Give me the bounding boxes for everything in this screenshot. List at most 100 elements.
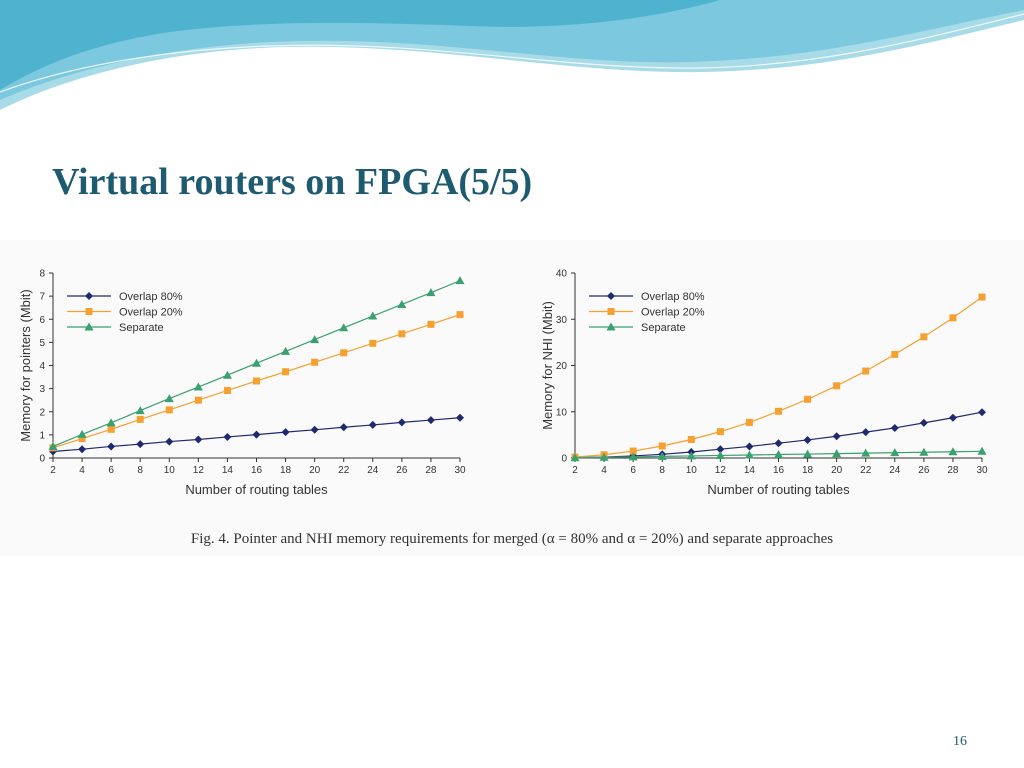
data-point (223, 386, 231, 394)
data-point (978, 408, 986, 417)
x-tick-label: 16 (773, 465, 785, 476)
series-overlap-80- (49, 413, 464, 456)
data-point (833, 382, 841, 390)
data-point (919, 418, 928, 427)
x-axis-label: Number of routing tables (707, 482, 850, 497)
data-point (340, 349, 348, 357)
y-axis-label: Memory for pointers (Mbit) (18, 289, 33, 441)
series-separate (48, 276, 465, 450)
data-point (774, 450, 783, 459)
y-axis-label: Memory for NHI (Mbit) (540, 301, 555, 430)
figure-caption: Fig. 4. Pointer and NHI memory requireme… (190, 531, 834, 547)
x-tick-label: 18 (802, 465, 814, 476)
data-point (252, 358, 261, 367)
x-tick-label: 28 (425, 465, 437, 476)
data-point (281, 346, 291, 355)
legend-label: Separate (641, 322, 686, 334)
data-point (397, 299, 407, 308)
x-tick-label: 26 (918, 465, 930, 476)
data-point (775, 407, 782, 415)
data-point (978, 293, 986, 301)
legend: Overlap 80% Overlap 20% Separate (67, 291, 183, 334)
data-point (716, 445, 725, 454)
x-tick-label: 14 (222, 465, 234, 476)
x-tick-label: 8 (137, 465, 143, 476)
data-point (397, 418, 406, 427)
y-tick-label: 4 (39, 361, 45, 372)
x-tick-label: 2 (50, 465, 56, 476)
y-tick-label: 10 (556, 407, 568, 418)
data-point (339, 323, 349, 332)
data-point (977, 446, 987, 455)
series-separate (570, 446, 987, 462)
y-tick-label: 3 (39, 384, 45, 395)
y-tick-label: 5 (39, 338, 45, 349)
data-point (803, 435, 812, 444)
x-tick-label: 16 (251, 465, 263, 476)
data-point (716, 428, 724, 436)
x-tick-label: 6 (630, 465, 636, 476)
data-point (890, 448, 900, 457)
data-point (745, 418, 753, 426)
x-tick-label: 30 (976, 465, 988, 476)
x-tick-label: 12 (715, 465, 727, 476)
x-tick-label: 20 (309, 465, 321, 476)
data-point (745, 442, 754, 451)
wave-mid (0, 0, 1024, 100)
data-point (890, 423, 899, 432)
data-point (310, 335, 320, 344)
nhi-memory-chart: 2 4 6 8 10 12 14 16 18 20 22 24 26 28 30010203040Numbe… (540, 269, 988, 498)
data-point (861, 448, 871, 457)
legend-label: Overlap 80% (641, 291, 705, 303)
legend-marker (607, 292, 615, 300)
data-point (427, 320, 435, 328)
data-point (165, 406, 173, 414)
x-tick-label: 8 (659, 465, 665, 476)
data-point (310, 425, 319, 434)
y-tick-label: 40 (556, 269, 568, 280)
data-point (368, 311, 378, 320)
data-point (222, 370, 232, 379)
wave-highlight (0, 13, 1024, 93)
data-point (891, 350, 899, 358)
series-line (574, 296, 983, 458)
legend-marker (85, 292, 93, 300)
data-point (629, 447, 637, 455)
x-tick-label: 24 (367, 465, 379, 476)
wave-front (0, 0, 720, 90)
data-point (77, 429, 87, 438)
y-tick-label: 20 (556, 361, 568, 372)
data-point (136, 415, 144, 423)
data-point (281, 428, 290, 437)
series-overlap-20- (571, 293, 986, 461)
data-point (368, 420, 377, 429)
data-point (948, 447, 958, 456)
legend-label: Overlap 20% (119, 307, 183, 319)
y-tick-label: 0 (561, 454, 567, 465)
data-point (107, 442, 116, 451)
data-point (658, 442, 666, 450)
data-point (194, 435, 203, 444)
x-tick-label: 2 (572, 465, 578, 476)
data-point (919, 447, 929, 456)
x-tick-label: 20 (831, 465, 843, 476)
data-point (252, 430, 261, 439)
x-tick-label: 24 (889, 465, 901, 476)
data-point (136, 440, 145, 449)
legend-marker (84, 322, 94, 331)
y-tick-label: 1 (39, 430, 45, 441)
header-wave-decoration (0, 0, 1024, 110)
data-point (804, 395, 812, 403)
x-tick-label: 10 (686, 465, 698, 476)
data-point (949, 314, 957, 322)
data-point (628, 452, 638, 461)
data-point (107, 425, 115, 433)
legend: Overlap 80% Overlap 20% Separate (589, 291, 705, 334)
y-tick-label: 2 (39, 407, 45, 418)
y-tick-label: 8 (39, 269, 45, 280)
pointer-memory-chart: 2 4 6 8 10 12 14 16 18 20 22 24 26 28 30012345678Numbe… (18, 269, 466, 498)
data-point (135, 406, 145, 415)
y-tick-label: 0 (39, 454, 45, 465)
x-tick-label: 6 (108, 465, 114, 476)
data-point (78, 445, 87, 454)
